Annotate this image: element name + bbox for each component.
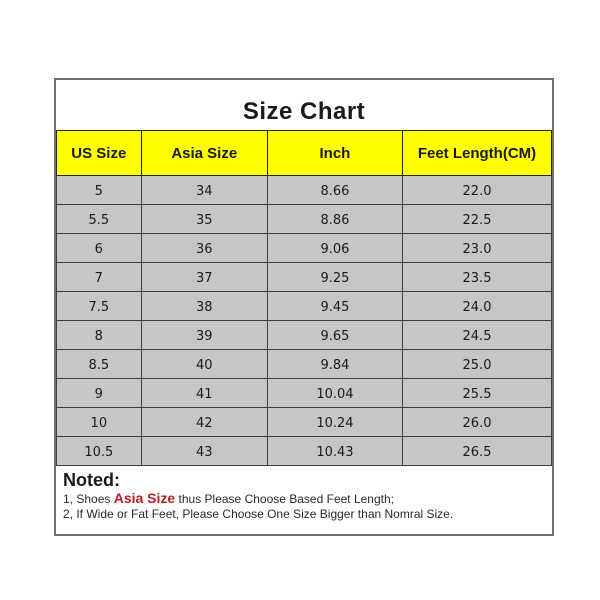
table-cell: 10	[56, 407, 142, 437]
table-cell: 24.0	[401, 291, 553, 321]
table-cell: 23.0	[401, 233, 553, 263]
table-cell: 37	[140, 262, 268, 292]
size-table: US Size Asia Size Inch Feet Length(CM) 5 34 8…	[56, 130, 553, 466]
table-row: 10.5 43 10.43 26.5	[56, 436, 553, 466]
column-header: Inch	[266, 130, 403, 176]
table-cell: 9.84	[266, 349, 403, 379]
title-band: Size Chart	[56, 80, 552, 130]
table-cell: 10.24	[266, 407, 403, 437]
table-cell: 34	[140, 175, 268, 205]
note-line-1-suffix: thus Please Choose Based Feet Length;	[175, 492, 394, 506]
note-line-1: 1, Shoes Asia Size thus Please Choose Ba…	[63, 491, 544, 507]
table-cell: 39	[140, 320, 268, 350]
table-row: 7 37 9.25 23.5	[56, 262, 553, 292]
note-line-1-highlight: Asia Size	[113, 490, 176, 506]
column-header: Asia Size	[140, 130, 268, 176]
note-line-2: 2, If Wide or Fat Feet, Please Choose On…	[63, 507, 454, 521]
table-cell: 38	[140, 291, 268, 321]
table-cell: 8.5	[56, 349, 142, 379]
column-header: Feet Length(CM)	[401, 130, 553, 176]
table-cell: 10.5	[56, 436, 142, 466]
notes-section: Noted: 1, Shoes Asia Size thus Please Ch…	[56, 466, 552, 534]
table-cell: 25.0	[401, 349, 553, 379]
table-cell: 35	[140, 204, 268, 234]
size-table-body: 5 34 8.66 22.0 5.5 35 8.86 22.5 6 36 9.06 23.0 7 37 9.…	[56, 175, 553, 466]
table-cell: 8.86	[266, 204, 403, 234]
header-row: US Size Asia Size Inch Feet Length(CM)	[56, 130, 553, 176]
size-table-header: US Size Asia Size Inch Feet Length(CM)	[56, 130, 553, 176]
table-row: 6 36 9.06 23.0	[56, 233, 553, 263]
table-cell: 26.0	[401, 407, 553, 437]
table-row: 9 41 10.04 25.5	[56, 378, 553, 408]
table-cell: 9.25	[266, 262, 403, 292]
table-cell: 9	[56, 378, 142, 408]
notes-heading: Noted:	[63, 470, 120, 490]
column-header: US Size	[56, 130, 142, 176]
table-row: 5 34 8.66 22.0	[56, 175, 553, 205]
table-cell: 6	[56, 233, 142, 263]
table-row: 8 39 9.65 24.5	[56, 320, 553, 350]
table-row: 8.5 40 9.84 25.0	[56, 349, 553, 379]
table-cell: 10.04	[266, 378, 403, 408]
table-row: 10 42 10.24 26.0	[56, 407, 553, 437]
table-cell: 7	[56, 262, 142, 292]
table-cell: 9.06	[266, 233, 403, 263]
table-cell: 22.0	[401, 175, 553, 205]
table-cell: 40	[140, 349, 268, 379]
table-cell: 41	[140, 378, 268, 408]
table-cell: 9.65	[266, 320, 403, 350]
table-cell: 25.5	[401, 378, 553, 408]
table-cell: 36	[140, 233, 268, 263]
table-cell: 7.5	[56, 291, 142, 321]
table-cell: 24.5	[401, 320, 553, 350]
table-cell: 42	[140, 407, 268, 437]
table-cell: 22.5	[401, 204, 553, 234]
table-cell: 23.5	[401, 262, 553, 292]
table-row: 7.5 38 9.45 24.0	[56, 291, 553, 321]
note-line-1-prefix: 1, Shoes	[63, 492, 114, 506]
table-cell: 26.5	[401, 436, 553, 466]
table-row: 5.5 35 8.86 22.5	[56, 204, 553, 234]
table-cell: 43	[140, 436, 268, 466]
table-cell: 10.43	[266, 436, 403, 466]
table-cell: 8.66	[266, 175, 403, 205]
table-cell: 5.5	[56, 204, 142, 234]
table-cell: 8	[56, 320, 142, 350]
page-title: Size Chart	[242, 98, 366, 125]
table-cell: 5	[56, 175, 142, 205]
table-cell: 9.45	[266, 291, 403, 321]
size-chart-panel: Size Chart US Size Asia Size Inch Feet Leng…	[54, 78, 554, 536]
